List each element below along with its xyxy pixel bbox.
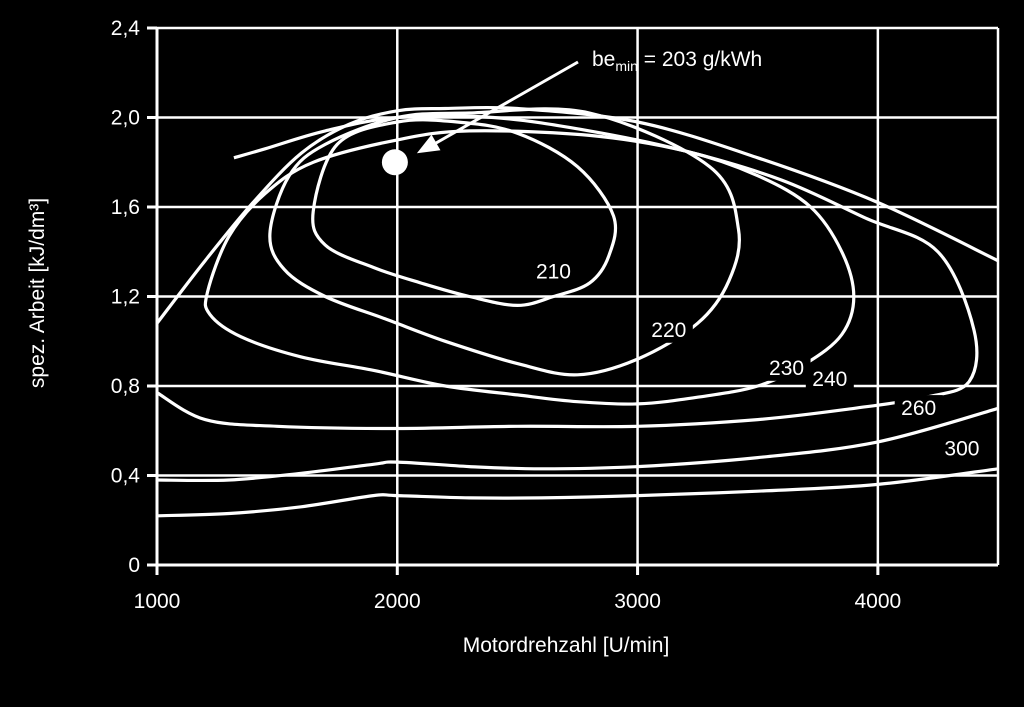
y-tick-label: 0,8 — [111, 375, 140, 398]
x-tick-label: 3000 — [614, 590, 661, 613]
isoline-label-bg — [894, 395, 943, 422]
y-tick-label: 0,4 — [111, 465, 141, 488]
isoline-curves — [155, 105, 999, 518]
isoline-210 — [311, 118, 618, 307]
isoline-labels: 210 220 230 240 260 300 — [529, 258, 986, 462]
y-axis-label: spez. Arbeit [kJ/dm³] — [26, 198, 49, 388]
isoline-label-220: 220 — [651, 319, 686, 342]
annotation-arrow-line — [426, 60, 579, 150]
x-tick-label: 4000 — [854, 590, 901, 613]
isoline-label-bg — [529, 258, 578, 285]
full-load-boundary-curve — [155, 105, 999, 325]
y-tick-label: 1,2 — [111, 286, 140, 309]
isoline-label-230: 230 — [769, 357, 804, 380]
isoline-260 — [156, 406, 999, 483]
isoline-label-bg — [937, 435, 986, 462]
optimum-annotation: bemin = 203 g/kWh — [381, 48, 762, 176]
y-tick-label: 2,0 — [111, 107, 140, 130]
isoline-label-210: 210 — [536, 261, 571, 284]
optimum-point — [381, 149, 408, 176]
annotation-arrowhead — [416, 134, 441, 154]
isoline-label-bg — [644, 316, 693, 343]
axes — [147, 26, 998, 575]
x-axis-label: Motordrehzahl [U/min] — [463, 634, 670, 657]
x-tick-label: 1000 — [134, 590, 181, 613]
optimum-label: bemin = 203 g/kWh — [592, 48, 762, 74]
y-tick-label: 1,6 — [111, 196, 140, 219]
y-tick-label: 2,4 — [111, 17, 141, 40]
isoline-230 — [203, 129, 856, 406]
isoline-240 — [156, 114, 979, 431]
y-tick-label: 0 — [128, 554, 140, 577]
grid — [157, 26, 1000, 565]
x-tick-label: 2000 — [374, 590, 421, 613]
isoline-300 — [156, 467, 999, 518]
tick-labels: 0 0,4 0,8 1,2 1,6 2,0 2,4 1000 2000 3000 4000 — [111, 17, 901, 613]
isoline-label-240: 240 — [812, 368, 847, 391]
isoline-label-bg — [805, 366, 854, 392]
isoline-label-300: 300 — [944, 437, 979, 460]
isoline-label-260: 260 — [901, 397, 936, 420]
isoline-label-bg — [762, 354, 811, 381]
